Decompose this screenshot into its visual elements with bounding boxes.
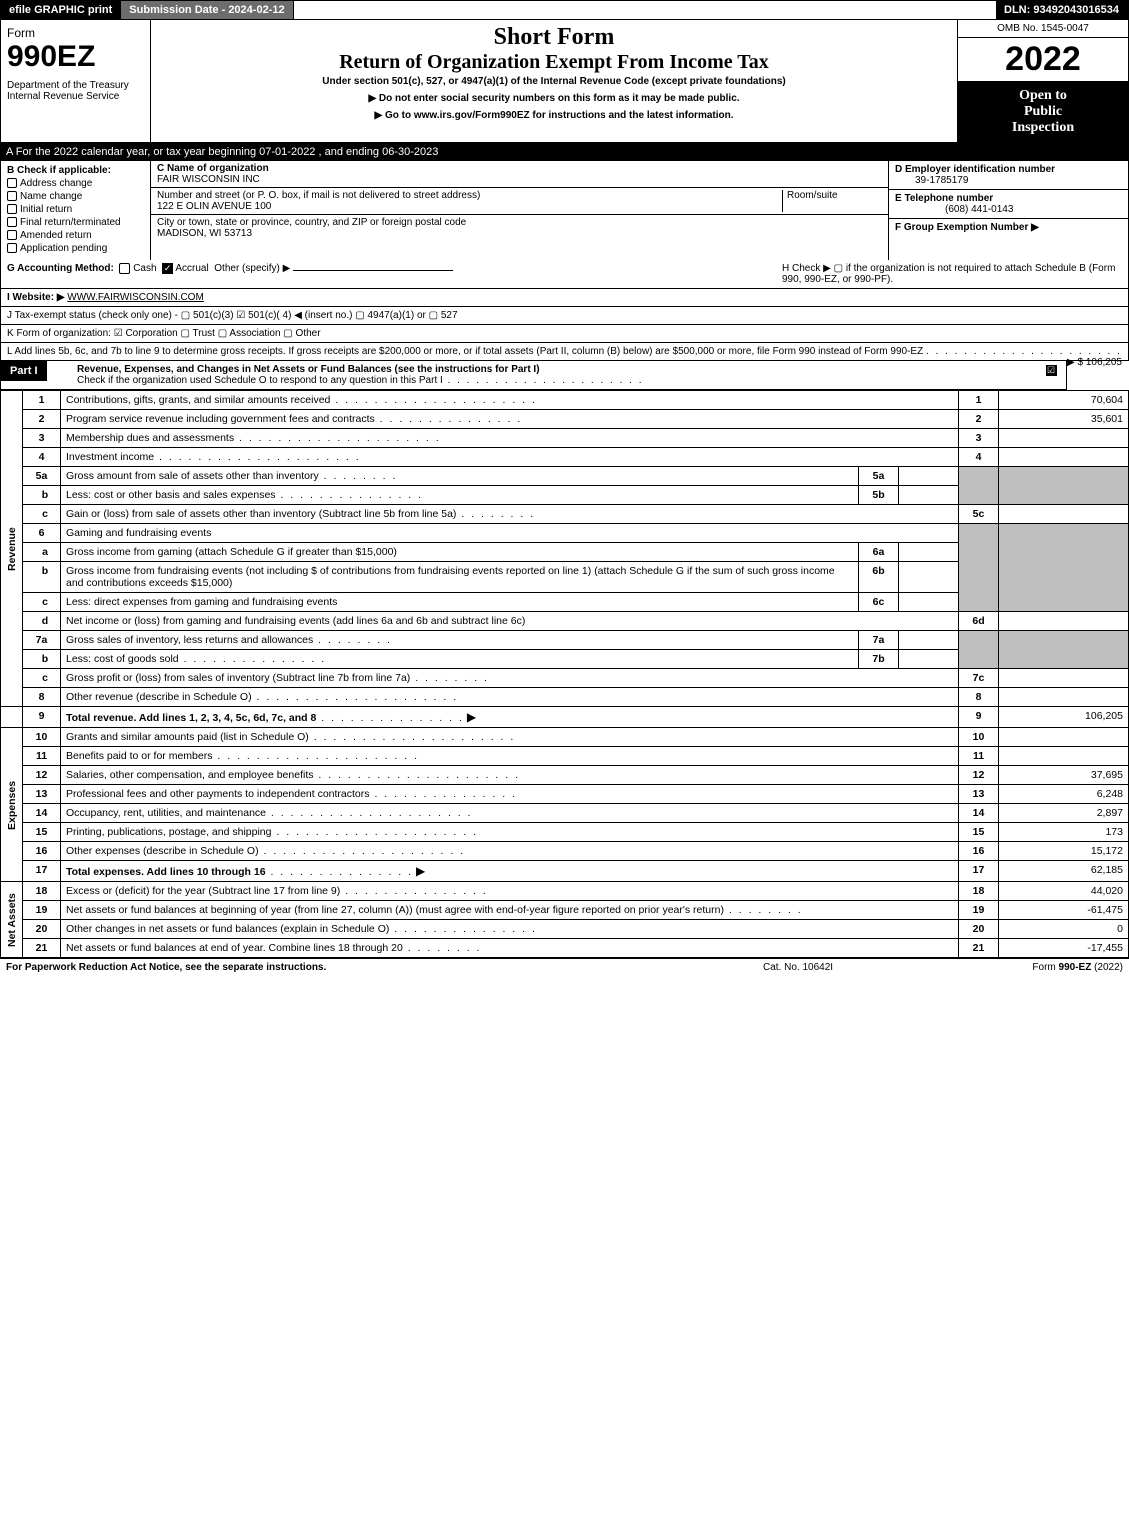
row-h: H Check ▶ ▢ if the organization is not r… bbox=[782, 263, 1122, 285]
chk-name-change[interactable]: Name change bbox=[7, 191, 144, 202]
gross-receipts: ▶ $ 106,205 bbox=[1067, 357, 1122, 368]
org-city: MADISON, WI 53713 bbox=[157, 228, 252, 239]
row-g-h: G Accounting Method: Cash ✓ Accrual Othe… bbox=[0, 260, 1129, 289]
org-name: FAIR WISCONSIN INC bbox=[157, 174, 260, 185]
part1-check[interactable]: ☑ bbox=[1046, 365, 1057, 376]
line-17-total-expenses: 62,185 bbox=[999, 861, 1129, 882]
submission-date: Submission Date - 2024-02-12 bbox=[121, 1, 293, 19]
subtitle-3: ▶ Go to www.irs.gov/Form990EZ for instru… bbox=[155, 110, 953, 121]
section-d: D Employer identification number 39-1785… bbox=[888, 161, 1128, 260]
line-12-salaries: 37,695 bbox=[999, 766, 1129, 785]
row-l: L Add lines 5b, 6c, and 7b to line 9 to … bbox=[0, 343, 1129, 361]
row-j: J Tax-exempt status (check only one) - ▢… bbox=[0, 307, 1129, 325]
netassets-label: Net Assets bbox=[1, 882, 23, 958]
org-address: 122 E OLIN AVENUE 100 bbox=[157, 201, 271, 212]
subtitle-2: ▶ Do not enter social security numbers o… bbox=[155, 93, 953, 104]
page-footer: For Paperwork Reduction Act Notice, see … bbox=[0, 958, 1129, 976]
form-header: Form 990EZ Department of the Treasury In… bbox=[0, 20, 1129, 143]
section-b: B Check if applicable: Address change Na… bbox=[1, 161, 151, 260]
open-public-box: Open to Public Inspection bbox=[958, 82, 1128, 142]
website: WWW.FAIRWISCONSIN.COM bbox=[67, 292, 203, 303]
chk-final-return[interactable]: Final return/terminated bbox=[7, 217, 144, 228]
subtitle-1: Under section 501(c), 527, or 4947(a)(1)… bbox=[155, 76, 953, 87]
revenue-label: Revenue bbox=[1, 391, 23, 707]
form-number: 990EZ bbox=[7, 40, 144, 74]
section-c: C Name of organization FAIR WISCONSIN IN… bbox=[151, 161, 888, 260]
chk-application-pending[interactable]: Application pending bbox=[7, 243, 144, 254]
ein: 39-1785179 bbox=[895, 175, 968, 186]
dln: DLN: 93492043016534 bbox=[996, 1, 1128, 19]
top-bar: efile GRAPHIC print Submission Date - 20… bbox=[0, 0, 1129, 20]
tax-year: 2022 bbox=[958, 38, 1128, 82]
part1-table: Revenue 1 Contributions, gifts, grants, … bbox=[0, 390, 1129, 958]
form-word: Form bbox=[7, 26, 144, 40]
omb-number: OMB No. 1545-0047 bbox=[958, 20, 1128, 38]
dept-text: Department of the Treasury Internal Reve… bbox=[7, 80, 144, 102]
line-9-total-revenue: 106,205 bbox=[999, 707, 1129, 728]
section-bcd: B Check if applicable: Address change Na… bbox=[0, 161, 1129, 260]
line-a: A For the 2022 calendar year, or tax yea… bbox=[0, 143, 1129, 161]
return-title: Return of Organization Exempt From Incom… bbox=[155, 51, 953, 74]
row-k: K Form of organization: ☑ Corporation ▢ … bbox=[0, 325, 1129, 343]
efile-label: efile GRAPHIC print bbox=[1, 1, 121, 19]
row-i: I Website: ▶ WWW.FAIRWISCONSIN.COM bbox=[0, 289, 1129, 307]
line-21-net-eoy: -17,455 bbox=[999, 939, 1129, 958]
line-1-amount: 70,604 bbox=[999, 391, 1129, 410]
chk-amended-return[interactable]: Amended return bbox=[7, 230, 144, 241]
line-2-amount: 35,601 bbox=[999, 410, 1129, 429]
chk-accrual[interactable]: ✓ bbox=[162, 263, 173, 274]
part-1-header: Part I Revenue, Expenses, and Changes in… bbox=[0, 361, 1067, 390]
expenses-label: Expenses bbox=[1, 728, 23, 882]
group-exemption-label: F Group Exemption Number ▶ bbox=[895, 222, 1039, 233]
short-form-title: Short Form bbox=[155, 24, 953, 51]
chk-cash[interactable] bbox=[119, 263, 130, 274]
chk-address-change[interactable]: Address change bbox=[7, 178, 144, 189]
chk-initial-return[interactable]: Initial return bbox=[7, 204, 144, 215]
catalog-no: Cat. No. 10642I bbox=[763, 962, 963, 973]
telephone: (608) 441-0143 bbox=[895, 204, 1013, 215]
